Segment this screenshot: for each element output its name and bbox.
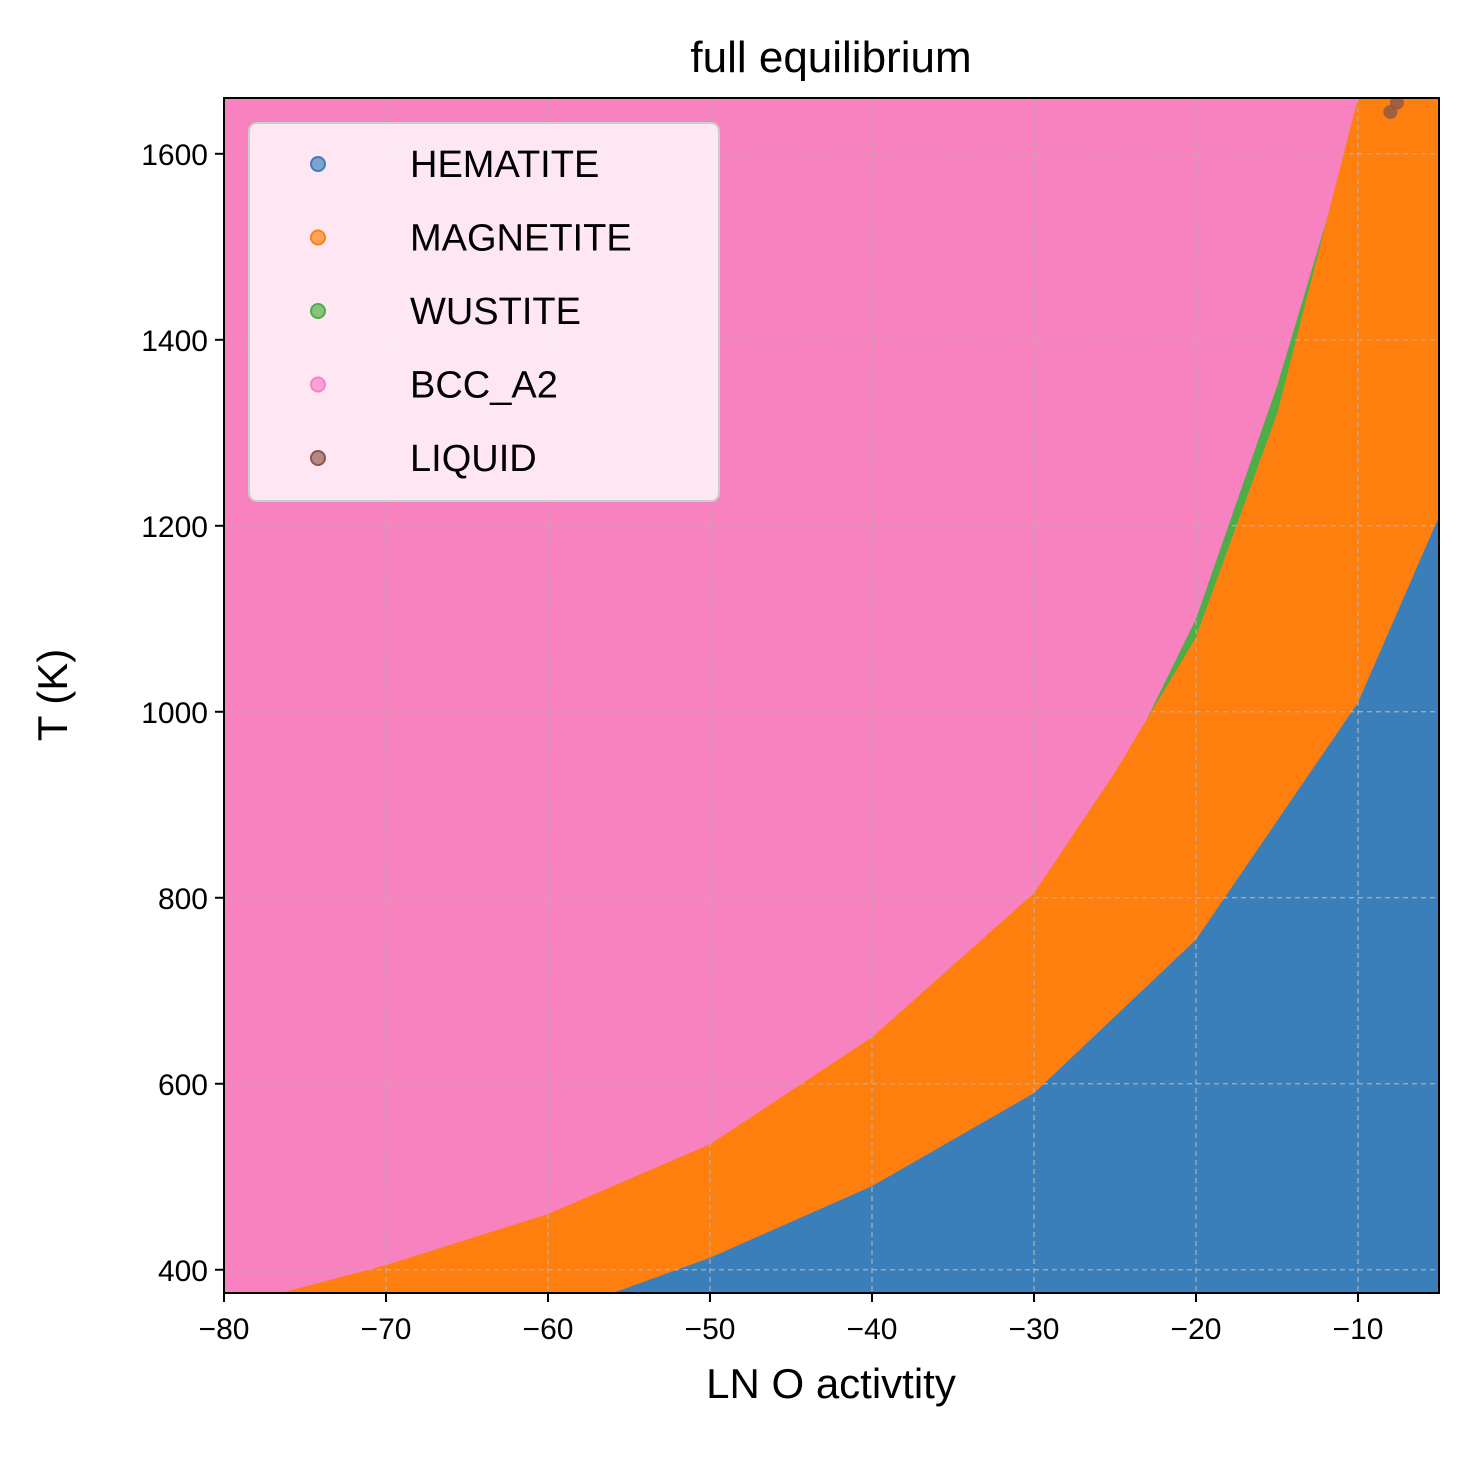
x-axis-title: LN O activtity <box>706 1360 956 1407</box>
legend-marker-hematite <box>310 156 326 172</box>
plot-frame <box>223 97 1440 1294</box>
y-tick-label-3: 1000 <box>141 697 208 730</box>
liquid-point-1 <box>1389 98 1404 110</box>
legend-marker-magnetite <box>310 229 326 246</box>
x-tick-label-6: −20 <box>1171 1313 1222 1346</box>
x-tick-label-2: −60 <box>523 1313 574 1346</box>
legend-marker-bcc-a2 <box>310 376 326 393</box>
x-tick-label-7: −10 <box>1333 1313 1384 1346</box>
x-tick-label-0: −80 <box>199 1313 250 1346</box>
y-tick-label-0: 400 <box>158 1255 208 1288</box>
y-tick-label-5: 1400 <box>141 325 208 358</box>
legend-label-liquid: LIQUID <box>410 438 537 480</box>
legend-marker-liquid <box>310 450 326 466</box>
x-tick-label-4: −40 <box>847 1313 898 1346</box>
x-tick-label-3: −50 <box>685 1313 736 1346</box>
legend-box <box>248 122 720 502</box>
y-axis: 400 600 800 1000 1200 1400 1600 <box>141 139 224 1288</box>
y-tick-label-6: 1600 <box>141 139 208 172</box>
chart-title: full equilibrium <box>690 33 971 82</box>
region-hematite <box>612 516 1439 1293</box>
legend-label-magnetite: MAGNETITE <box>410 218 632 260</box>
liquid-points <box>1383 98 1404 119</box>
x-tick-label-1: −70 <box>361 1313 412 1346</box>
y-axis-title: T (K) <box>29 649 76 742</box>
legend-label-wustite: WUSTITE <box>410 291 581 333</box>
y-tick-label-4: 1200 <box>141 511 208 544</box>
grid-lines <box>224 98 1439 1293</box>
legend: HEMATITE MAGNETITE WUSTITE BCC_A2 LIQUID <box>248 122 720 502</box>
legend-label-hematite: HEMATITE <box>410 144 599 186</box>
legend-marker-wustite <box>310 303 326 319</box>
x-tick-label-5: −30 <box>1009 1313 1060 1346</box>
x-axis: −80 −70 −60 −50 −40 −30 −20 −10 <box>199 1293 1384 1346</box>
y-tick-label-2: 800 <box>158 883 208 916</box>
y-tick-label-1: 600 <box>158 1069 208 1102</box>
legend-label-bcc-a2: BCC_A2 <box>410 365 558 407</box>
